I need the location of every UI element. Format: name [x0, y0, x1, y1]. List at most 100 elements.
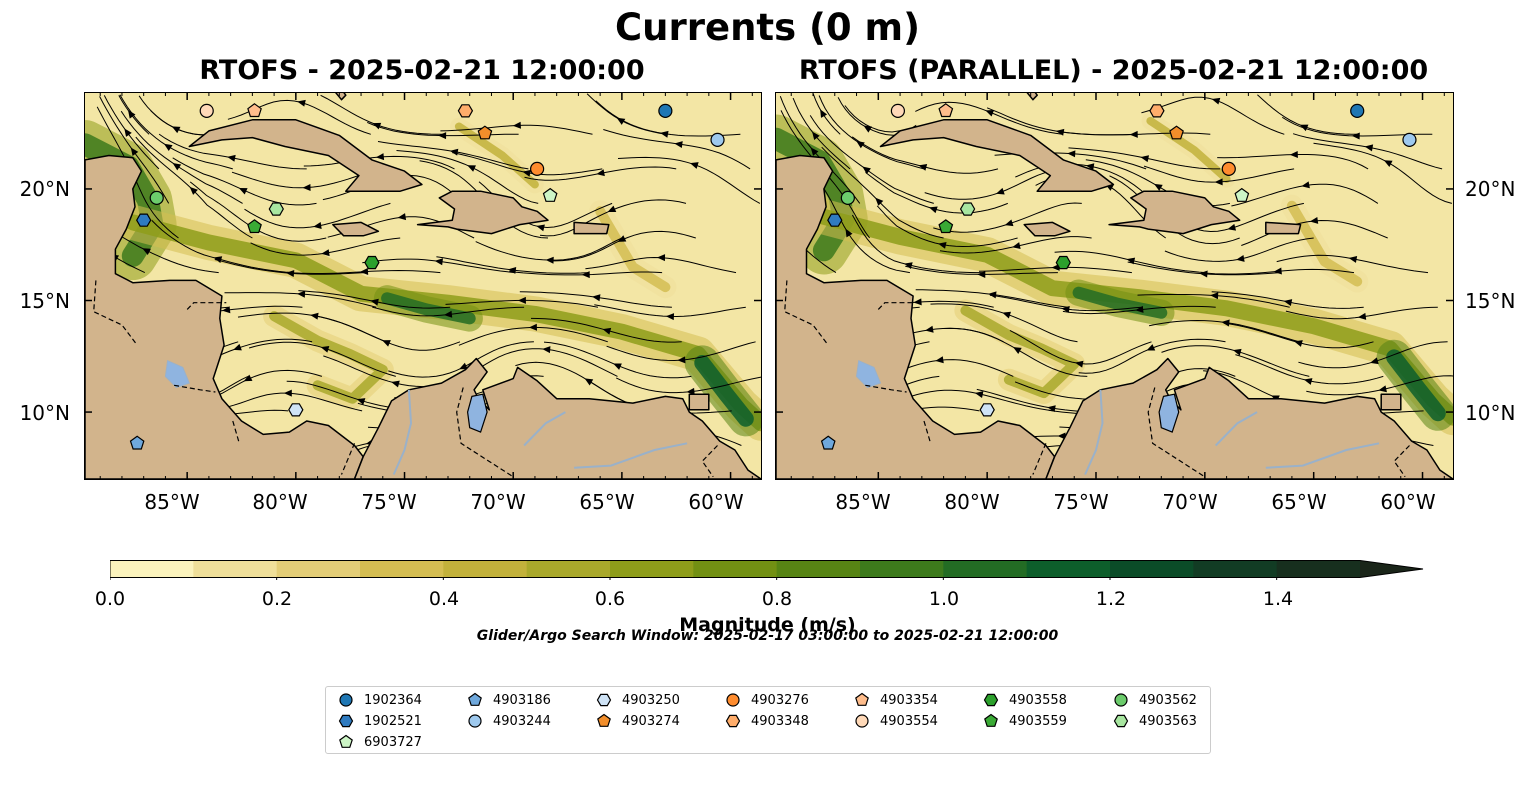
streamline-arrow — [607, 205, 617, 213]
streamline-arrow — [320, 345, 330, 353]
speed-band-core — [269, 311, 388, 404]
legend-item-4903354: 4903354 — [854, 691, 938, 709]
lon-tick-left-70w: 70°W — [470, 490, 526, 514]
streamline-arrow — [674, 141, 683, 149]
streamline-arrow — [283, 389, 292, 397]
colorbar-outline — [110, 560, 1424, 578]
land-bahamas-andros — [335, 93, 347, 101]
legend-marker-circle-icon — [468, 714, 482, 728]
streamline-arrow — [875, 197, 884, 206]
colorbar — [110, 560, 1424, 580]
river — [392, 389, 413, 475]
streamline-arrow — [1061, 306, 1070, 313]
colorbar-segment — [526, 560, 611, 578]
legend-marker-circle-icon — [339, 693, 353, 707]
speed-band-core — [381, 292, 476, 325]
streamline-arrow — [297, 99, 306, 107]
streamline-arrow — [1047, 405, 1056, 413]
float-marker-4903554 — [890, 103, 906, 118]
streamline-arrow — [602, 327, 612, 335]
legend-label: 6903727 — [364, 734, 422, 750]
river — [1084, 389, 1104, 475]
legend-marker-pentagon-icon — [855, 692, 869, 706]
streamline-arrow — [127, 110, 136, 119]
country-border — [456, 387, 514, 478]
lon-tick-left-75w: 75°W — [361, 490, 417, 514]
legend-item-4903250: 4903250 — [596, 691, 680, 709]
streamline-arrow — [243, 374, 253, 382]
streamline-arrow — [862, 166, 871, 175]
colorbar-segment — [860, 560, 944, 578]
streamline-arrow — [528, 323, 538, 331]
float-marker-4903244 — [710, 132, 725, 147]
streamline-arrow — [1364, 144, 1374, 152]
colorbar-segment — [943, 560, 1028, 578]
legend-marker-pentagon-icon — [984, 713, 998, 727]
streamline-arrow — [1299, 124, 1309, 132]
streamline-arrow — [1283, 299, 1293, 306]
legend-marker-hexagon-icon — [596, 693, 612, 707]
streamline-arrow — [172, 162, 182, 171]
streamline-arrow — [1378, 385, 1387, 393]
streamline-arrow — [536, 224, 545, 232]
streamline-arrow — [1214, 178, 1223, 186]
streamline-arrow — [1067, 150, 1076, 158]
legend-label: 4903276 — [751, 692, 809, 708]
legend-label: 1902521 — [364, 713, 422, 729]
streamline-arrow — [227, 154, 236, 162]
colorbar-segment — [1110, 560, 1194, 578]
float-marker-4903244 — [1402, 132, 1417, 147]
streamline-arrow — [845, 228, 853, 238]
speed-band-core — [454, 122, 539, 189]
colorbar-segment — [1276, 560, 1361, 578]
streamline-arrow — [1348, 255, 1358, 263]
float-marker-1902521 — [136, 213, 152, 227]
legend-swatch-1902364 — [339, 693, 353, 707]
speed-band-core — [1286, 200, 1363, 287]
float-marker-4903559 — [938, 219, 954, 234]
float-marker-4903354 — [938, 103, 954, 118]
legend-label: 1902364 — [364, 692, 422, 708]
country-border — [1032, 443, 1047, 475]
float-marker-4903348 — [457, 104, 474, 118]
streamline-arrow — [1211, 97, 1221, 105]
country-border — [865, 384, 907, 393]
streamline-arrow — [596, 169, 605, 177]
streamline-arrow — [1126, 257, 1136, 265]
legend-swatch-4903250 — [596, 693, 612, 707]
lon-tick-right-80w: 80°W — [944, 490, 1000, 514]
streamline-arrow — [302, 183, 311, 191]
streamline-arrow — [1357, 312, 1367, 320]
streamline-arrow — [913, 298, 922, 306]
float-marker-6903727 — [542, 187, 558, 202]
streamline-arrow — [142, 248, 151, 256]
streamline-arrow — [937, 241, 947, 249]
map-panel-rtofs-parallel[interactable] — [775, 92, 1454, 480]
colorbar-tick-4: 0.8 — [761, 588, 793, 610]
legend-swatch-4903348 — [725, 714, 741, 728]
map-panel-rtofs[interactable] — [84, 92, 762, 480]
legend-item-4903554: 4903554 — [854, 712, 938, 730]
legend-item-4903244: 4903244 — [467, 712, 551, 730]
legend-swatch-4903354 — [855, 692, 869, 706]
country-border — [1393, 445, 1410, 478]
colorbar-segment — [693, 560, 778, 578]
streamline-arrow — [512, 121, 521, 129]
streamline-arrow — [812, 131, 820, 141]
legend-item-4903558: 4903558 — [983, 691, 1067, 709]
streamline-arrow — [443, 310, 453, 318]
legend-marker-pentagon-icon — [468, 692, 482, 706]
streamline-arrow — [1383, 160, 1393, 168]
land-puerto-rico — [573, 221, 610, 235]
country-border — [93, 280, 138, 346]
streamline-arrow — [522, 169, 531, 177]
streamline-arrow — [985, 109, 995, 117]
streamline-arrow — [935, 356, 944, 364]
land-jamaica — [1023, 221, 1071, 237]
search-window-text: Glider/Argo Search Window: 2025-02-17 03… — [476, 628, 1059, 644]
speed-band-core — [1386, 349, 1446, 422]
lat-tick-right-15n: 15°N — [1465, 289, 1516, 313]
streamline-arrow — [356, 398, 366, 405]
land-bahamas-andros — [1026, 93, 1038, 101]
streamline-arrow — [918, 164, 928, 171]
